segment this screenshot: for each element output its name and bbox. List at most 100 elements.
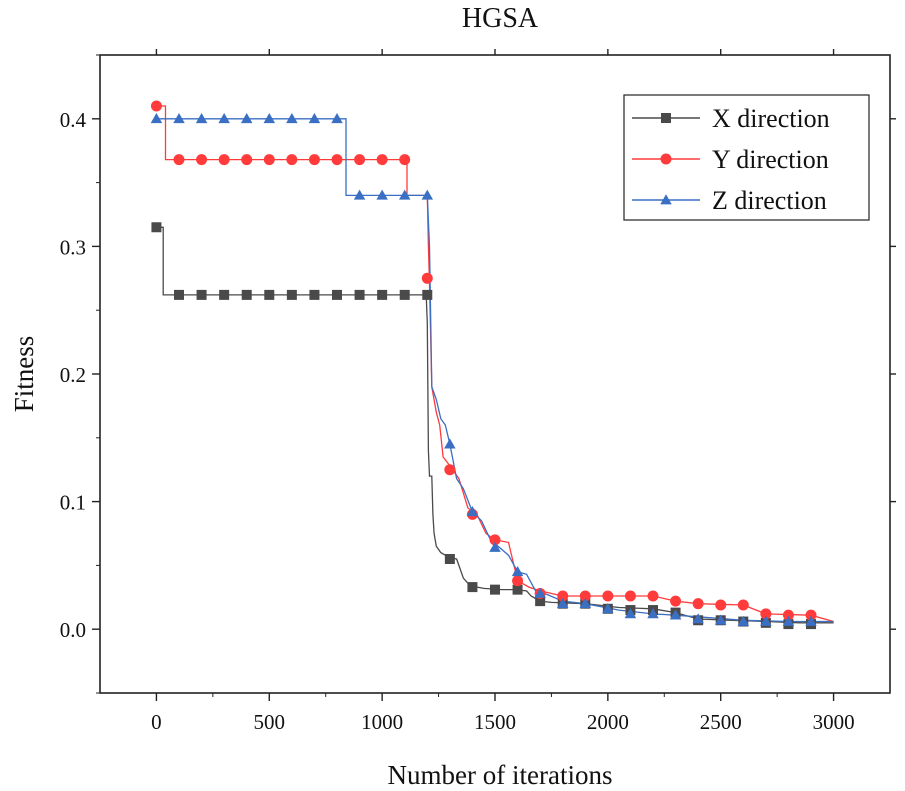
data-point: [579, 590, 591, 602]
data-point: [805, 615, 817, 626]
axis-ticks: 0 500 1000 1500 2000 2500 3000 0.0 0.1 0.2 0.3 0.4: [60, 49, 896, 734]
data-point: [286, 113, 298, 124]
chart-title: HGSA: [462, 3, 539, 34]
data-point: [714, 614, 727, 625]
legend-marker: [660, 194, 672, 205]
data-point: [353, 189, 366, 200]
data-point: [173, 154, 185, 166]
y-axis-title: Fitness: [9, 336, 39, 413]
legend-label: Z direction: [712, 186, 827, 215]
data-point: [332, 289, 342, 300]
data-point: [196, 289, 207, 300]
data-point: [286, 154, 298, 166]
data-point: [308, 154, 320, 166]
data-point: [354, 154, 366, 166]
x-tick-label: 0: [151, 710, 162, 734]
data-point: [263, 113, 276, 124]
data-point: [195, 113, 208, 124]
data-point: [692, 598, 704, 610]
series-line-0: [156, 226, 834, 624]
x-tick-label: 500: [254, 710, 286, 734]
data-point: [535, 596, 546, 607]
x-tick-label: 1000: [361, 710, 403, 734]
data-point: [715, 599, 727, 611]
data-point: [309, 289, 320, 300]
x-axis-title: Number of iterations: [388, 760, 613, 790]
data-point: [534, 587, 546, 598]
data-point: [331, 154, 343, 166]
data-point: [376, 189, 388, 200]
data-point: [150, 113, 163, 124]
legend-label: X direction: [712, 104, 830, 133]
legend-marker: [661, 113, 671, 123]
data-point: [377, 289, 388, 300]
data-point: [489, 534, 501, 546]
x-tick-label: 2500: [700, 710, 742, 734]
data-point: [760, 615, 772, 626]
data-point: [782, 615, 795, 626]
data-point: [399, 289, 410, 300]
data-point: [219, 289, 230, 300]
data-point: [490, 584, 500, 595]
series-markers: [150, 100, 817, 630]
data-point: [556, 597, 569, 608]
data-point: [624, 608, 637, 619]
data-point: [602, 603, 614, 614]
data-point: [624, 590, 636, 602]
data-point: [398, 189, 411, 200]
data-point: [670, 595, 682, 607]
data-point: [579, 597, 592, 608]
data-point: [557, 590, 569, 602]
data-point: [151, 222, 162, 233]
data-point: [263, 154, 275, 166]
y-tick-label: 0.4: [60, 108, 87, 132]
data-point: [196, 154, 208, 166]
data-point: [241, 289, 252, 300]
data-point: [737, 599, 749, 611]
data-point: [444, 438, 456, 449]
data-point: [760, 608, 772, 620]
data-point: [421, 189, 434, 200]
data-point: [489, 541, 501, 552]
data-point: [466, 506, 479, 517]
data-point: [264, 289, 275, 300]
x-tick-label: 3000: [813, 710, 855, 734]
data-point: [399, 154, 411, 166]
data-point: [647, 608, 659, 619]
data-point: [512, 584, 523, 595]
data-point: [444, 554, 455, 565]
data-point: [602, 590, 614, 602]
data-point: [286, 289, 297, 300]
data-point: [669, 609, 682, 620]
data-point: [512, 575, 524, 587]
data-point: [737, 615, 750, 626]
data-point: [467, 582, 478, 593]
data-point: [174, 289, 184, 300]
data-point: [805, 609, 817, 621]
y-tick-label: 0.2: [60, 363, 86, 387]
data-point: [444, 464, 456, 476]
data-point: [511, 566, 524, 577]
data-point: [692, 613, 704, 624]
data-point: [782, 609, 794, 621]
data-point: [376, 154, 388, 166]
data-point: [173, 113, 185, 124]
y-tick-label: 0.3: [60, 235, 86, 259]
data-point: [647, 590, 659, 602]
data-point: [422, 289, 433, 300]
legend-marker: [660, 153, 672, 165]
data-point: [241, 154, 253, 166]
data-point: [218, 113, 230, 124]
data-point: [218, 154, 230, 166]
x-tick-label: 1500: [474, 710, 516, 734]
legend-label: Y direction: [712, 145, 829, 174]
data-point: [354, 289, 365, 300]
y-tick-label: 0.1: [60, 491, 86, 515]
data-point: [308, 113, 321, 124]
data-point: [150, 100, 162, 112]
data-point: [240, 113, 253, 124]
y-tick-label: 0.0: [60, 618, 86, 642]
legend: X direction Y direction Z direction: [623, 94, 870, 221]
x-tick-label: 2000: [587, 710, 629, 734]
